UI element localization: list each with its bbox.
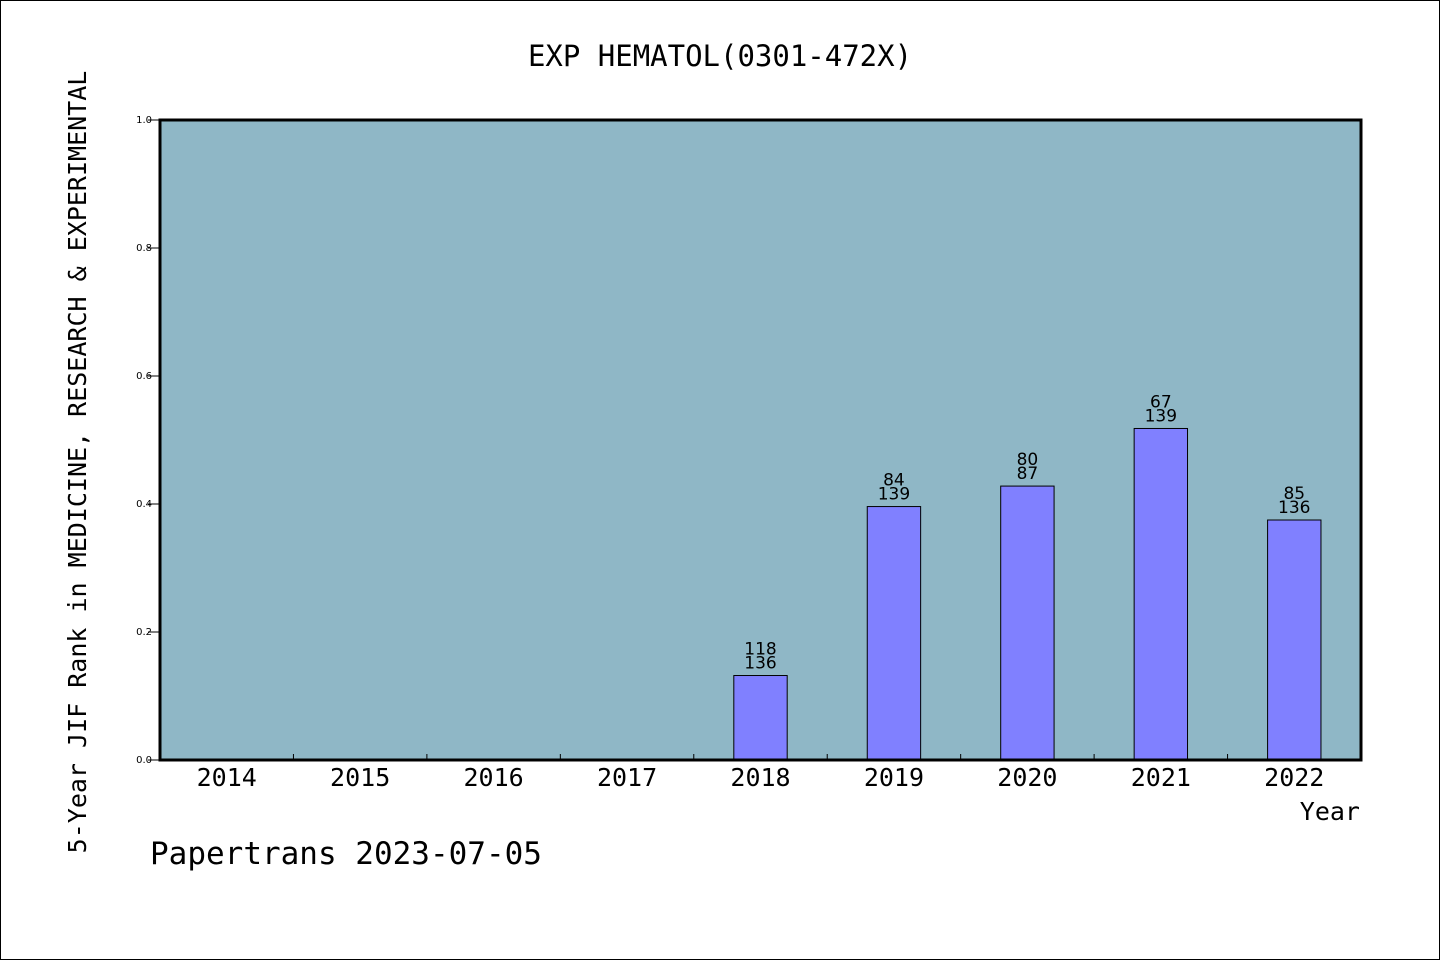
x-tick-label: 2020 xyxy=(997,763,1057,792)
bar-2018 xyxy=(733,675,788,761)
y-tick-label: 0.4 xyxy=(136,499,152,510)
x-tick-label: 2022 xyxy=(1264,763,1324,792)
bar-rank-label: 85 xyxy=(1283,484,1305,504)
bar-rank-label: 67 xyxy=(1150,392,1172,412)
x-tick-label: 2014 xyxy=(197,763,257,792)
y-tick-label: 0.6 xyxy=(136,371,152,382)
bar-total-label: 136 xyxy=(744,654,776,674)
bar-rank-label: 80 xyxy=(1017,450,1039,470)
footer-credit: Papertrans 2023-07-05 xyxy=(150,836,542,872)
bar-2020 xyxy=(1000,485,1055,761)
bars-group xyxy=(733,427,1322,761)
y-tick-label: 0.0 xyxy=(136,755,152,766)
x-tick-label: 2021 xyxy=(1131,763,1191,792)
y-axis-label: 5-Year JIF Rank in MEDICINE, RESEARCH & … xyxy=(63,71,92,854)
x-tick-label: 2015 xyxy=(330,763,390,792)
bar-rank-label: 118 xyxy=(744,640,776,660)
bar-2019 xyxy=(866,506,922,761)
x-axis-label: Year xyxy=(1300,797,1360,826)
chart-title: EXP HEMATOL(0301-472X) xyxy=(528,39,912,73)
y-tick-label: 0.8 xyxy=(136,243,152,254)
bar-total-label: 136 xyxy=(1278,498,1310,518)
y-tick-label: 0.2 xyxy=(136,627,152,638)
y-tick-label: 1.0 xyxy=(136,115,152,126)
bar-total-label: 139 xyxy=(878,485,910,505)
bar-2021 xyxy=(1133,427,1189,761)
bar-total-label: 139 xyxy=(1145,406,1177,426)
plot-border xyxy=(158,118,1363,762)
x-tick-label: 2018 xyxy=(730,763,790,792)
bar-2022 xyxy=(1267,519,1322,761)
bar-rank-label: 84 xyxy=(883,471,905,491)
y-axis: 0.0 0.2 0.4 0.6 0.8 1.0 xyxy=(136,115,160,766)
x-axis: 2014 2015 2016 2017 2018 2019 2020 2021 2022 xyxy=(197,754,1324,792)
bar-total-label: 87 xyxy=(1017,464,1039,484)
x-tick-label: 2016 xyxy=(464,763,524,792)
x-tick-label: 2019 xyxy=(864,763,924,792)
x-tick-label: 2017 xyxy=(597,763,657,792)
